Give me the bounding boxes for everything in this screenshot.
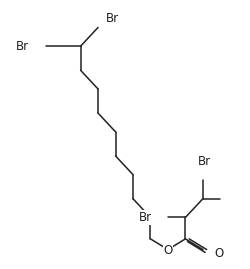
Text: Br: Br — [16, 40, 29, 53]
Text: O: O — [213, 247, 222, 260]
Text: Br: Br — [138, 211, 151, 224]
Text: Br: Br — [105, 12, 118, 24]
Text: Br: Br — [197, 155, 210, 168]
Text: O: O — [163, 245, 172, 257]
